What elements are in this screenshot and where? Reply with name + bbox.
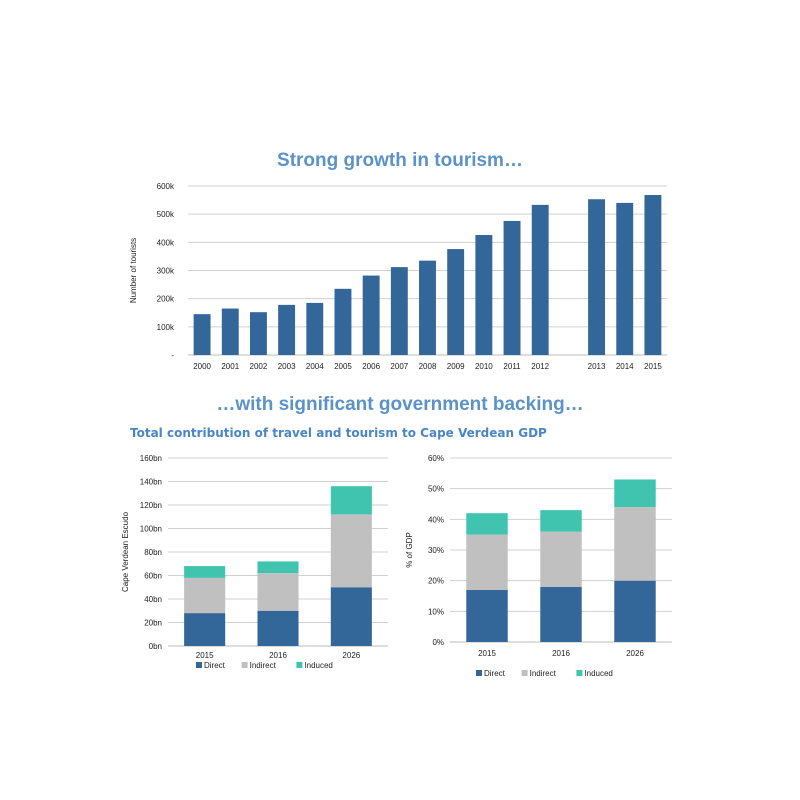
x-tick-label: 2015 xyxy=(196,651,214,660)
tourists-bar xyxy=(447,249,465,355)
y-tick-label: 100k xyxy=(157,323,175,332)
x-tick-label: 2015 xyxy=(478,649,496,658)
tourists-bar xyxy=(644,195,662,355)
x-tick-label: 2001 xyxy=(221,362,239,371)
y-tick-label: 40bn xyxy=(144,595,162,604)
y-tick-label: 60bn xyxy=(144,572,162,581)
x-tick-label: 2013 xyxy=(588,362,606,371)
x-tick-label: 2008 xyxy=(419,362,437,371)
x-tick-label: 2010 xyxy=(475,362,493,371)
tourists-bar xyxy=(249,312,267,355)
gdp-subtitle: Total contribution of travel and tourism… xyxy=(130,426,547,440)
tourists-bar xyxy=(588,199,606,355)
stack-segment-induced xyxy=(184,566,226,578)
x-tick-label: 2016 xyxy=(269,651,287,660)
legend-label: Indirect xyxy=(250,661,277,670)
x-tick-label: 2002 xyxy=(250,362,268,371)
y-tick-label: 600k xyxy=(157,182,175,191)
stack-segment-induced xyxy=(466,513,508,535)
stack-segment-direct xyxy=(330,587,372,646)
legend-swatch xyxy=(476,670,482,676)
y-tick-label: 160bn xyxy=(140,454,162,463)
y-tick-label: 0% xyxy=(432,638,444,647)
x-tick-label: 2014 xyxy=(616,362,634,371)
y-tick-label: 80bn xyxy=(144,548,162,557)
y-axis-label: % of GDP xyxy=(405,532,414,568)
stack-segment-induced xyxy=(614,479,656,508)
x-tick-label: 2003 xyxy=(278,362,296,371)
stack-segment-induced xyxy=(540,510,582,532)
legend-label: Induced xyxy=(304,661,332,670)
legend-swatch xyxy=(241,662,248,668)
y-tick-label: 100bn xyxy=(140,525,162,534)
tourists-bar xyxy=(306,302,324,355)
x-tick-label: 2026 xyxy=(626,649,644,658)
tourists-bar xyxy=(475,235,493,355)
y-tick-label: 10% xyxy=(428,607,444,616)
stack-segment-indirect xyxy=(330,514,372,588)
legend-swatch xyxy=(196,662,202,668)
y-tick-label: 20bn xyxy=(144,619,162,628)
tourists-bar xyxy=(278,304,296,355)
middle-heading: …with significant government backing… xyxy=(216,394,584,415)
y-tick-label: 500k xyxy=(157,210,175,219)
x-tick-label: 2026 xyxy=(342,651,360,660)
x-tick-label: 2005 xyxy=(334,362,352,371)
tourists-bar xyxy=(503,220,521,355)
y-tick-label: 300k xyxy=(157,267,175,276)
y-tick-label: 50% xyxy=(428,485,444,494)
x-tick-label: 2006 xyxy=(362,362,380,371)
legend-label: Indirect xyxy=(530,669,557,678)
y-tick-label: 120bn xyxy=(140,501,162,510)
x-tick-label: 2016 xyxy=(552,649,570,658)
x-tick-label: 2009 xyxy=(447,362,465,371)
tourists-bar xyxy=(390,267,408,355)
stack-segment-direct xyxy=(466,589,508,642)
stack-segment-indirect xyxy=(257,573,299,611)
stack-segment-induced xyxy=(330,486,372,515)
tourists-bar xyxy=(419,260,436,355)
legend-label: Direct xyxy=(484,669,506,678)
tourists-bar xyxy=(531,204,549,355)
top-heading: Strong growth in tourism… xyxy=(277,150,523,171)
stack-segment-induced xyxy=(257,561,299,574)
stack-segment-direct xyxy=(184,613,226,646)
y-axis-label: Number of tourists xyxy=(129,238,138,303)
x-tick-label: 2011 xyxy=(503,362,521,371)
x-tick-label: 2015 xyxy=(644,362,662,371)
stack-segment-indirect xyxy=(540,531,582,587)
y-tick-label: 400k xyxy=(157,238,175,247)
x-tick-label: 2007 xyxy=(390,362,408,371)
y-tick-label: 40% xyxy=(428,515,444,524)
y-axis-label: Cape Verdean Escudo xyxy=(121,511,130,592)
tourists-bar xyxy=(193,314,211,355)
x-tick-label: 2000 xyxy=(193,362,211,371)
y-tick-label: 30% xyxy=(428,546,444,555)
stack-segment-direct xyxy=(257,610,299,646)
stack-segment-direct xyxy=(614,580,656,642)
stack-segment-direct xyxy=(540,586,582,642)
x-tick-label: 2012 xyxy=(531,362,549,371)
tourists-bar xyxy=(616,202,634,355)
stack-segment-indirect xyxy=(614,507,656,581)
tourists-bar xyxy=(221,308,239,355)
stack-segment-indirect xyxy=(466,534,508,590)
y-tick-label: - xyxy=(171,351,174,360)
legend-label: Direct xyxy=(204,661,226,670)
stack-segment-indirect xyxy=(184,577,226,614)
legend-swatch xyxy=(296,662,303,668)
tourists-bar xyxy=(334,288,352,355)
y-tick-label: 140bn xyxy=(140,478,162,487)
x-tick-label: 2004 xyxy=(306,362,324,371)
y-tick-label: 60% xyxy=(428,454,444,463)
y-tick-label: 200k xyxy=(157,295,175,304)
legend-swatch xyxy=(521,670,528,676)
y-tick-label: 0bn xyxy=(149,642,162,651)
legend-swatch xyxy=(576,670,583,676)
y-tick-label: 20% xyxy=(428,577,444,586)
legend-label: Induced xyxy=(584,669,612,678)
tourists-bar xyxy=(362,275,380,355)
